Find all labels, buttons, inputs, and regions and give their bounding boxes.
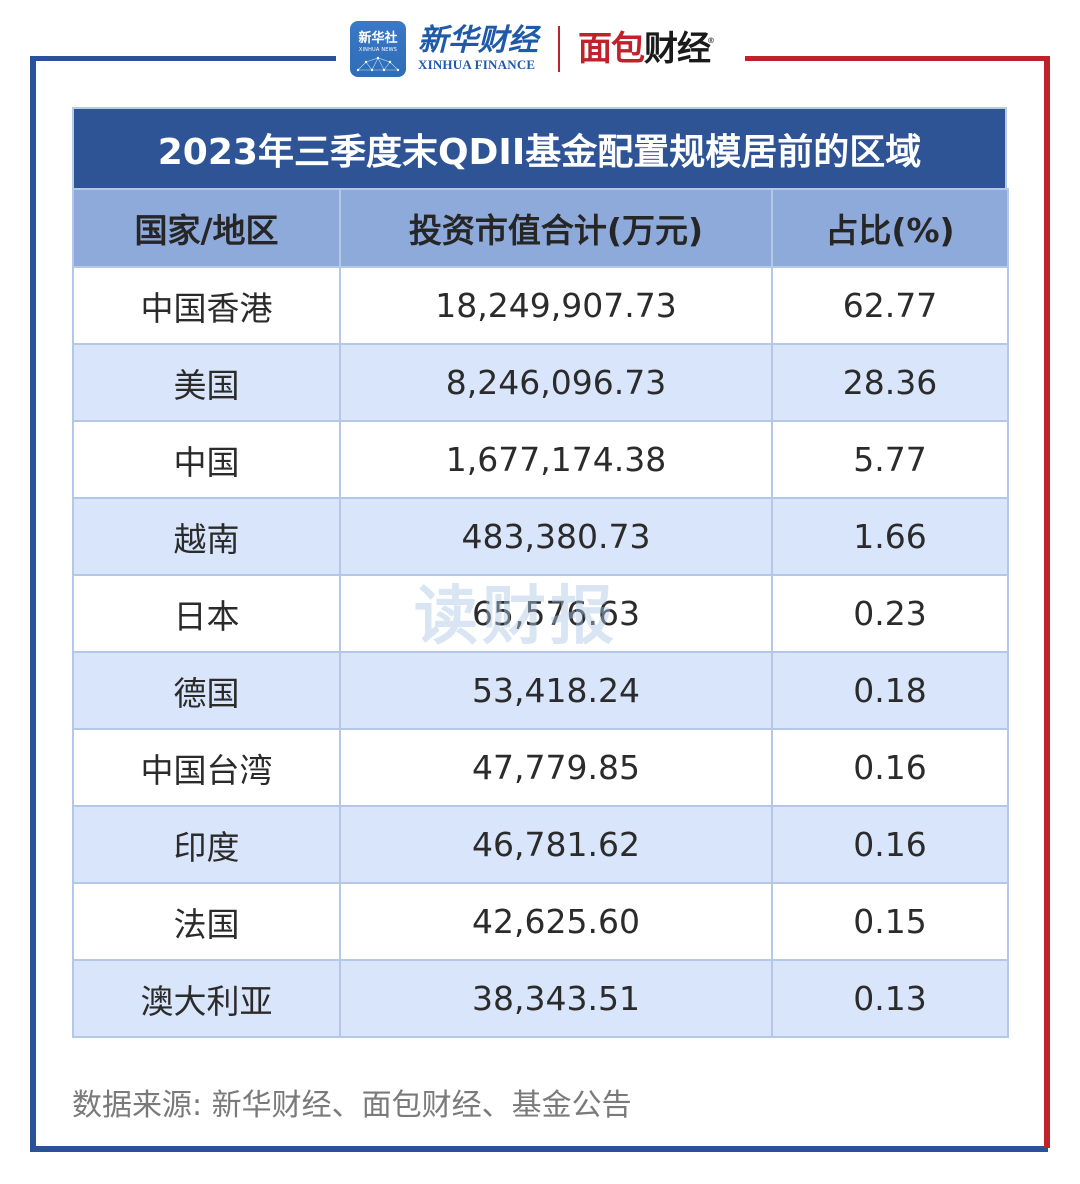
data-source-note: 数据来源: 新华财经、面包财经、基金公告 [72,1088,632,1123]
logo-divider [558,26,560,72]
table-row: 法国 42,625.60 0.15 [72,882,1009,961]
cell-value: 18,249,907.73 [339,266,773,345]
cell-share: 62.77 [771,266,1009,345]
table-row: 中国 1,677,174.38 5.77 [72,420,1009,499]
column-header-value: 投资市值合计(万元) [339,188,773,268]
cell-share: 5.77 [771,420,1009,499]
xinhua-badge-en: XINHUA NEWS [358,47,398,53]
region-table: 国家/地区 投资市值合计(万元) 占比(%) 中国香港 18,249,907.7… [72,188,1009,1038]
cell-value: 47,779.85 [339,728,773,807]
cell-region: 法国 [72,882,341,961]
cell-share: 28.36 [771,343,1009,422]
cell-region: 澳大利亚 [72,959,341,1038]
xinhua-news-logo: 新华社 XINHUA NEWS [350,21,406,77]
cell-region: 越南 [72,497,341,576]
cell-region: 美国 [72,343,341,422]
cell-share: 0.13 [771,959,1009,1038]
cell-value: 8,246,096.73 [339,343,773,422]
cell-share: 0.15 [771,882,1009,961]
table-row: 美国 8,246,096.73 28.36 [72,343,1009,422]
cell-region: 印度 [72,805,341,884]
frame-bottom-blue [30,1146,1048,1152]
table-title: 2023年三季度末QDII基金配置规模居前的区域 [72,107,1007,188]
table-row: 澳大利亚 38,343.51 0.13 [72,959,1009,1038]
cell-region: 德国 [72,651,341,730]
cell-region: 中国香港 [72,266,341,345]
cell-value: 38,343.51 [339,959,773,1038]
frame-right-red [1044,56,1050,1148]
cell-share: 0.16 [771,805,1009,884]
mianbao-finance-logo: 面包财经 ® [578,29,715,69]
cell-region: 中国台湾 [72,728,341,807]
frame-left-blue [30,56,36,1152]
cell-share: 0.23 [771,574,1009,653]
table-header-row: 国家/地区 投资市值合计(万元) 占比(%) [72,188,1009,268]
table-row: 日本 65,576.63 0.23 [72,574,1009,653]
table-row: 中国香港 18,249,907.73 62.77 [72,266,1009,345]
column-header-share: 占比(%) [771,188,1009,268]
cell-value: 42,625.60 [339,882,773,961]
cell-region: 日本 [72,574,341,653]
network-icon [356,56,400,72]
table-row: 德国 53,418.24 0.18 [72,651,1009,730]
cell-share: 1.66 [771,497,1009,576]
xinhua-finance-en: XINHUA FINANCE [418,57,536,72]
xinhua-badge-cn: 新华社 [358,31,398,46]
table-row: 印度 46,781.62 0.16 [72,805,1009,884]
frame-top-left-blue [30,56,336,61]
xinhua-finance-logo: 新华财经 XINHUA FINANCE [418,25,538,73]
registered-mark: ® [707,36,715,45]
cell-region: 中国 [72,420,341,499]
mianbao-red-text: 面包 [578,29,645,69]
cell-value: 65,576.63 [339,574,773,653]
cell-value: 53,418.24 [339,651,773,730]
table-row: 中国台湾 47,779.85 0.16 [72,728,1009,807]
cell-value: 483,380.73 [339,497,773,576]
frame-top-right-red [745,56,1050,61]
cell-share: 0.18 [771,651,1009,730]
cell-share: 0.16 [771,728,1009,807]
header-logos: 新华社 XINHUA NEWS 新华财经 XINHUA FINANCE 面包财经… [350,18,715,80]
data-table-container: 2023年三季度末QDII基金配置规模居前的区域 国家/地区 投资市值合计(万元… [72,107,1009,1038]
column-header-region: 国家/地区 [72,188,341,268]
cell-value: 1,677,174.38 [339,420,773,499]
cell-value: 46,781.62 [339,805,773,884]
xinhua-finance-cn: 新华财经 [418,23,538,58]
table-row: 越南 483,380.73 1.66 [72,497,1009,576]
mianbao-black-text: 财经 [644,29,711,69]
